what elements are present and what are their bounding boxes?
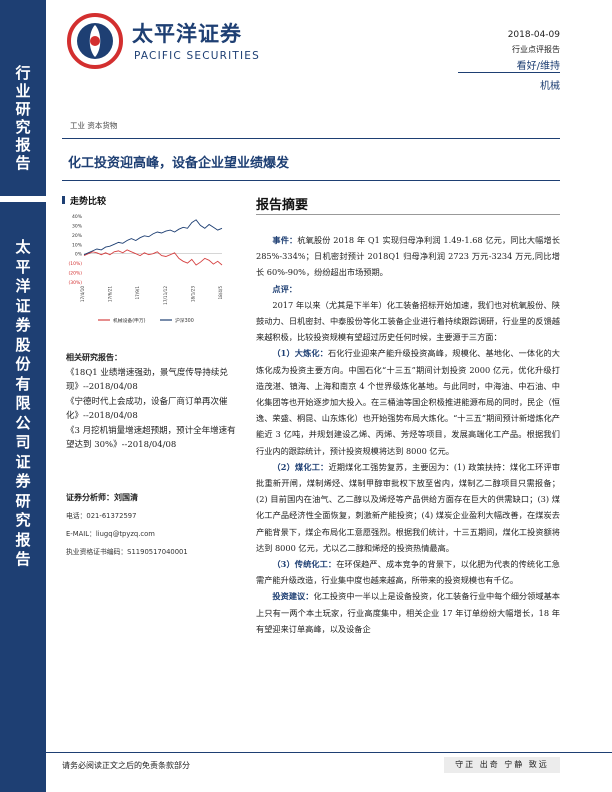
related-report-item[interactable]: 《18Q1 业绩增速强劲，景气度传导持续兑现》--2018/04/08 [66,368,228,392]
header-divider [458,72,560,73]
y-tick-label: 0% [75,252,83,258]
title-divider-top [62,138,560,139]
logo-english-name: PACIFIC SECURITIES [134,50,261,62]
x-tick-label: 18/1/23 [190,286,195,302]
advice-text: 化工投资中一半以上是设备投资，化工装备行业中每个细分领域基本上只有一两个本土玩家… [256,591,560,634]
series-line [83,219,223,256]
summary-heading: 报告摘要 [256,198,309,213]
analyst-license: 执业资格证书编码：S1190517040001 [66,548,188,556]
comment-paragraph: 点评： [256,281,560,297]
summary-divider [256,214,560,215]
series-line [83,249,223,266]
comment-label: 点评： [272,283,297,294]
x-tick-label: 17/9/1 [135,286,140,300]
refining-paragraph: （1）大炼化：石化行业迎来产能升级投资高峰，规模化、基地化、一体化的大炼化成为投… [256,345,560,458]
sector-path: 工业 资本货物 [70,121,118,130]
x-tick-label: 17/6/21 [108,286,113,302]
coal-chem-text: 近期煤化工强势复苏，主要因为：(1) 政策扶持：煤化工环评审批重新开闸，煤制烯烃… [256,461,561,553]
x-tick-label: 17/4/10 [80,286,85,302]
traditional-chem-paragraph: （3）传统化工：在环保趋严、成本竞争的背景下，以化肥为代表的传统化工急需产能升级… [256,556,560,588]
event-label: 事件： [272,235,298,245]
coal-chem-paragraph: （2）煤化工：近期煤化工强势复苏，主要因为：(1) 政策扶持：煤化工环评审批重新… [256,459,560,556]
event-paragraph: 事件：杭氧股份 2018 年 Q1 实现归母净利润 1.49-1.68 亿元，同… [256,232,560,281]
traditional-chem-label: （3）传统化工： [272,559,337,570]
refining-text: 石化行业迎来产能升级投资高峰，规模化、基地化、一体化的大炼化成为投资主要方向。中… [256,348,560,456]
logo-emblem-icon [67,13,123,69]
sidebar-company-label: 太平洋证券股份有限公司证券研究报告 [15,238,31,568]
sidebar-category-label: 行业研究报告 [15,64,31,172]
y-tick-label: (30%) [68,280,82,286]
y-tick-label: (10%) [68,261,82,267]
disclaimer-note: 请务必阅读正文之后的免责条款部分 [62,761,190,770]
y-tick-label: 40% [72,214,83,220]
rating-badge: 看好/维持 [516,61,560,72]
x-tick-label: 18/4/5 [218,286,223,300]
sidebar-category-band [0,0,46,196]
event-text: 杭氧股份 2018 年 Q1 实现归母净利润 1.49-1.68 亿元，同比大幅… [256,235,560,278]
analyst-phone: 电话：021-61372597 [66,512,137,520]
traditional-chem-text: 在环保趋严、成本竞争的背景下，以化肥为代表的传统化工急需产能升级改造，行业集中度… [256,559,560,586]
advice-paragraph: 投资建议：化工投资中一半以上是设备投资，化工装备行业中每个细分领域基本上只有一两… [256,588,560,637]
sidebar-company-band [0,202,46,792]
title-divider-bottom [62,180,560,181]
y-tick-label: (20%) [68,271,82,277]
trend-chart: 40% 30% 20% 10% 0% (10%) (20%) (30%)17/4/10 17/6… [68,214,223,324]
y-tick-label: 20% [72,233,83,239]
refining-label: （1）大炼化： [272,348,328,359]
summary-body: 事件：杭氧股份 2018 年 Q1 实现归母净利润 1.49-1.68 亿元，同… [256,232,560,637]
y-tick-label: 30% [72,223,83,229]
trend-heading: 走势比较 [70,197,107,207]
advice-label: 投资建议： [272,591,314,602]
industry-label: 机械 [540,81,560,92]
footer-divider [46,752,612,753]
logo-chinese-name: 太平洋证券 [132,22,242,46]
page-title: 化工投资迎高峰，设备企业望业绩爆发 [68,156,290,171]
related-report-item[interactable]: 《3 月挖机销量增速超预期，预计全年增速有望达到 30%》--2018/04/0… [66,426,236,450]
coal-chem-label: （2）煤化工： [272,461,329,472]
y-tick-label: 10% [72,242,83,248]
related-reports-heading: 相关研究报告： [66,353,122,362]
x-tick-label: 17/11/12 [163,286,168,305]
report-date: 2018-04-09 [507,30,560,40]
report-type: 行业点评报告 [512,45,560,54]
company-logo: 太平洋证券 PACIFIC SECURITIES [62,10,272,74]
analyst-email[interactable]: E-MAIL：liugq@tpyzq.com [66,530,155,538]
footer-slogan: 守正 出奇 宁静 致远 [444,757,560,773]
section-marker [62,196,65,204]
analyst-heading: 证券分析师：刘国清 [66,493,138,502]
intro-paragraph: 2017 年以来（尤其是下半年）化工装备招标开始加速，我们也对杭氧股份、陕鼓动力… [256,299,560,343]
legend-label: 机械设备(申万) [113,317,146,324]
related-report-item[interactable]: 《宁德时代上会成功，设备厂商订单再次催化》--2018/04/08 [66,397,228,421]
related-reports-list: 《18Q1 业绩增速强劲，景气度传导持续兑现》--2018/04/08 《宁德时… [66,366,242,453]
legend-label: 沪深300 [175,317,194,324]
